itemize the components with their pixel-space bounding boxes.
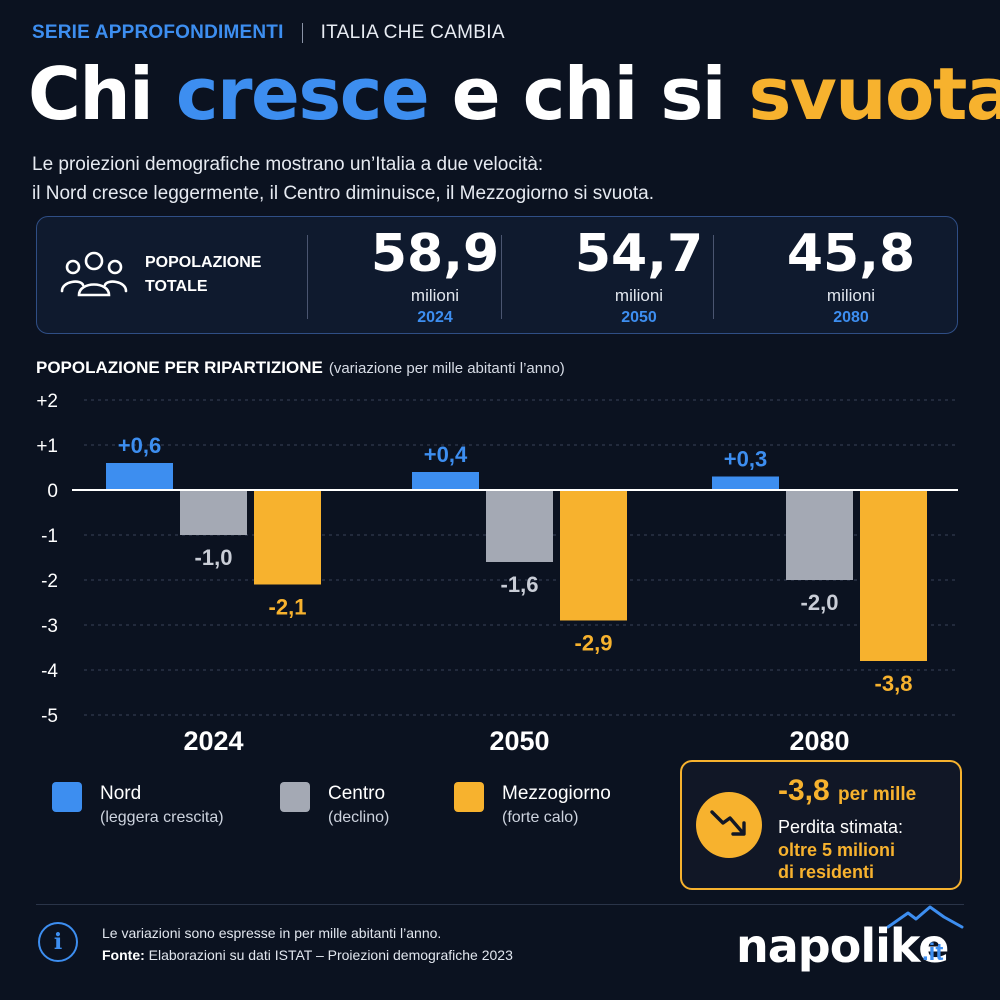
brand-name: napolike <box>736 919 949 973</box>
card-divider <box>307 235 308 319</box>
stats-label-line-1: POPOLAZIONE <box>145 254 262 271</box>
legend-note: (leggera crescita) <box>100 809 224 826</box>
y-tick-label: -3 <box>41 616 58 637</box>
x-category-label: 2080 <box>789 726 849 756</box>
data-label: -1,6 <box>501 572 539 597</box>
stat-year: 2024 <box>417 309 453 326</box>
data-label: +0,4 <box>424 442 468 467</box>
page-title: Chi cresce e chi si svuota <box>28 52 1000 136</box>
brand-logo: napolike .it <box>736 905 966 975</box>
data-label: +0,6 <box>118 433 161 458</box>
chart-section-title: POPOLAZIONE PER RIPARTIZIONE (variazione … <box>36 358 565 378</box>
legend-note: (forte calo) <box>502 809 579 826</box>
data-label: -2,0 <box>801 590 839 615</box>
bar-mezzogiorno <box>860 490 927 661</box>
stat-2024: 58,9 milioni 2024 <box>335 223 535 329</box>
stat-unit: milioni <box>410 286 460 305</box>
legend-note: (declino) <box>328 809 390 826</box>
callout-highlight: oltre 5 milioni di residenti <box>778 839 958 883</box>
vesuvius-icon <box>886 905 964 929</box>
bar-centro <box>180 490 247 535</box>
footer-source: Fonte: Elaborazioni su dati ISTAT – Proi… <box>102 944 513 966</box>
bar-mezzogiorno <box>254 490 321 585</box>
footer-note: Le variazioni sono espresse in per mille… <box>102 925 442 941</box>
series-subtitle: ITALIA CHE CAMBIA <box>320 22 505 43</box>
bar-mezzogiorno <box>560 490 627 621</box>
stat-value: 54,7 <box>574 224 704 284</box>
callout-highlight-line-1: oltre 5 milioni <box>778 840 896 860</box>
stat-2050: 54,7 milioni 2050 <box>539 223 739 329</box>
loss-callout: -3,8 per mille Perdita stimata: oltre 5 … <box>680 760 962 890</box>
source-text: Elaborazioni su dati ISTAT – Proiezioni … <box>144 947 513 963</box>
callout-value: -3,8 per mille <box>778 774 916 808</box>
y-tick-label: -1 <box>41 526 58 547</box>
legend-item-centro: Centro (declino) <box>280 782 389 830</box>
legend-swatch-centro <box>280 782 310 812</box>
intro-line-1: Le proiezioni demografiche mostrano un’I… <box>32 154 544 175</box>
data-label: -2,9 <box>575 631 613 656</box>
x-category-label: 2050 <box>489 726 549 756</box>
bar-nord <box>412 472 479 490</box>
legend-item-nord: Nord (leggera crescita) <box>52 782 224 830</box>
y-tick-label: 0 <box>47 481 58 502</box>
title-part-2: cresce <box>175 52 430 136</box>
callout-number: -3,8 <box>778 774 830 807</box>
people-icon <box>60 251 128 297</box>
trend-down-icon <box>696 792 762 858</box>
stat-unit: milioni <box>826 286 876 305</box>
bar-nord <box>712 476 779 490</box>
legend-name: Centro <box>328 783 386 804</box>
y-tick-label: -5 <box>41 706 58 727</box>
bar-chart: +2 +1 0 -1 -2 -3 -4 -5 +0,6 +0,4 +0,3 -1,0 -1,6 -2,0 -… <box>36 391 958 756</box>
chart-title: POPOLAZIONE PER RIPARTIZIONE <box>36 358 323 377</box>
callout-text: Perdita stimata: <box>778 817 904 837</box>
population-stats-card: POPOLAZIONE TOTALE 58,9 milioni 2024 54,… <box>36 216 958 334</box>
legend-swatch-mezzogiorno <box>454 782 484 812</box>
series-label: SERIE APPROFONDIMENTI <box>32 22 284 43</box>
data-label: -3,8 <box>875 671 913 696</box>
legend-item-mezzogiorno: Mezzogiorno (forte calo) <box>454 782 611 830</box>
brand-tld: .it <box>922 939 944 966</box>
data-label: -2,1 <box>269 595 307 620</box>
stat-unit: milioni <box>614 286 664 305</box>
callout-unit: per mille <box>838 784 917 805</box>
legend-swatch-nord <box>52 782 82 812</box>
stats-label: POPOLAZIONE TOTALE <box>145 251 261 299</box>
stat-year: 2080 <box>833 309 869 326</box>
y-tick-label: +1 <box>36 436 58 457</box>
info-icon: i <box>38 922 78 962</box>
bar-centro <box>486 490 553 562</box>
stat-2080: 45,8 milioni 2080 <box>751 223 951 329</box>
bar-centro <box>786 490 853 580</box>
source-label: Fonte: <box>102 947 145 963</box>
y-tick-label: -2 <box>41 571 58 592</box>
bar-nord <box>106 463 173 490</box>
callout-highlight-line-2: di residenti <box>778 862 875 882</box>
footer-divider <box>36 904 964 905</box>
intro-text: Le proiezioni demografiche mostrano un’I… <box>32 150 972 208</box>
legend-name: Nord <box>100 783 142 804</box>
data-label: +0,3 <box>724 447 767 472</box>
stat-year: 2050 <box>621 309 657 326</box>
title-part-4: svuota <box>748 52 1000 136</box>
legend-name: Mezzogiorno <box>502 783 611 804</box>
y-tick-label: -4 <box>41 661 58 682</box>
intro-line-2: il Nord cresce leggermente, il Centro di… <box>32 183 654 204</box>
title-part-1: Chi <box>28 52 176 136</box>
stats-label-line-2: TOTALE <box>145 278 208 295</box>
chart-subtitle: (variazione per mille abitanti l’anno) <box>328 360 565 377</box>
stat-value: 58,9 <box>370 224 500 284</box>
card-divider <box>713 235 714 319</box>
series-header: SERIE APPROFONDIMENTI ITALIA CHE CAMBIA <box>32 22 505 44</box>
x-category-label: 2024 <box>183 726 243 756</box>
title-part-3: e chi si <box>428 52 749 136</box>
y-tick-label: +2 <box>36 391 58 412</box>
card-divider <box>501 235 502 319</box>
data-label: -1,0 <box>195 545 233 570</box>
stat-value: 45,8 <box>786 224 916 284</box>
header-divider <box>301 23 303 43</box>
